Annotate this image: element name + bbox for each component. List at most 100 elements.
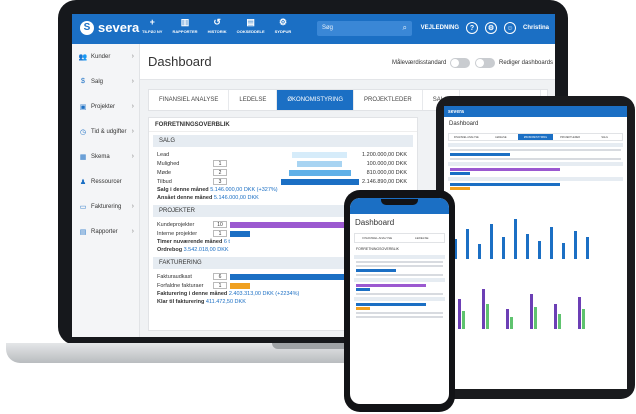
topnav-add-new[interactable]: + TILFØJ NY xyxy=(142,17,163,34)
summary-line: Ordrebog 3.542.018,00 DKK xyxy=(157,247,229,253)
severa-logo[interactable]: S severa xyxy=(80,20,139,35)
phone-row xyxy=(356,265,443,267)
topnav-history[interactable]: ↺ HISTORIK xyxy=(207,17,227,34)
funnel-bar xyxy=(297,160,342,167)
section-heading-salg: SALG xyxy=(153,135,413,147)
tab-financial-analysis[interactable]: FINANSIEL ANALYSE xyxy=(149,90,230,110)
phone-bar xyxy=(356,284,426,287)
avatar[interactable]: ☺ xyxy=(503,22,516,34)
phone-screen: Dashboard FINANSIEL ANALYSE LEDELSE FORR… xyxy=(350,198,449,404)
user-icon: ♟ xyxy=(79,178,87,186)
tablet-topbar: severa xyxy=(444,106,627,117)
table-row[interactable]: Møde 2 810.000,00 DKK xyxy=(157,169,407,176)
tablet-tab[interactable]: PROJEKTLEDER xyxy=(560,135,581,139)
phone-tab[interactable]: LEDELSE xyxy=(414,236,429,240)
chevron-right-icon: › xyxy=(131,128,134,135)
toggle-switch[interactable] xyxy=(475,58,495,68)
phone-section xyxy=(354,278,445,282)
summary-line: Ansået denne måned 5.146.000,00 DKK xyxy=(157,195,259,201)
table-row[interactable]: Lead 1.200.000,00 DKK xyxy=(157,151,407,158)
chevron-right-icon: › xyxy=(131,228,134,235)
funnel-bar xyxy=(292,151,347,158)
default-metrics-toggle[interactable]: Måleværdisstandard xyxy=(392,58,471,68)
progress-bar xyxy=(230,221,350,228)
phone-tab[interactable]: FINANSIEL ANALYSE xyxy=(362,236,393,240)
tablet-tab[interactable]: FINANSIEL ANALYSE xyxy=(453,135,479,139)
search-icon: ⌕ xyxy=(402,23,407,32)
phone-bar xyxy=(356,269,396,272)
progress-bar xyxy=(230,273,350,280)
table-row[interactable]: Interne projekter 1 xyxy=(149,229,417,238)
phone-bar xyxy=(356,307,370,310)
tablet-bar xyxy=(450,153,510,156)
tablet-tab-active[interactable]: ØKONOMISTYRING xyxy=(518,134,553,140)
clock-icon: ◷ xyxy=(79,128,87,136)
tablet-tabs: FINANSIEL ANALYSE LEDELSE ØKONOMISTYRING… xyxy=(448,133,623,141)
phone-tabs: FINANSIEL ANALYSE LEDELSE xyxy=(354,233,445,243)
chevron-right-icon: › xyxy=(131,203,134,210)
report-icon: ▤ xyxy=(79,228,87,236)
phone-row xyxy=(356,316,443,318)
summary-line: Klar til fakturering 411.472,50 DKK xyxy=(157,299,246,305)
phone-topbar xyxy=(350,198,449,214)
settings-icon[interactable]: ⚙ xyxy=(484,22,497,34)
chevron-right-icon: › xyxy=(131,153,134,160)
chart-icon: ▥ xyxy=(180,17,190,27)
sidebar-item-salg[interactable]: $ Salg › xyxy=(72,69,139,94)
sidebar-item-skema[interactable]: ▦ Skema › xyxy=(79,153,134,161)
tablet-row xyxy=(450,149,621,151)
tablet-screen: severa Dashboard FINANSIEL ANALYSE LEDEL… xyxy=(444,106,627,389)
tablet-section xyxy=(448,162,623,166)
tab-project-manager[interactable]: PROJEKTLEDER xyxy=(354,90,423,110)
plus-icon: + xyxy=(149,17,155,27)
invoice-icon: ▭ xyxy=(79,203,87,211)
funnel-bar xyxy=(280,178,359,185)
people-icon: 👥 xyxy=(78,53,88,61)
tablet-tab[interactable]: SALG xyxy=(601,135,608,139)
phone-notch xyxy=(381,199,418,205)
sidebar-item-rapporter[interactable]: ▤ Rapporter › xyxy=(79,228,134,236)
tablet-row xyxy=(450,158,621,160)
question-icon[interactable]: ? xyxy=(465,22,478,34)
phone-bar xyxy=(356,288,370,291)
topnav-timesheets[interactable]: ▤ OOKSEDDELE xyxy=(236,17,265,34)
tablet-bar xyxy=(450,183,560,186)
folder-icon: ▣ xyxy=(79,103,87,111)
table-row[interactable]: Mulighed 1 100.000,00 DKK xyxy=(157,160,407,167)
top-right-controls: VEJLEDNING ? ⚙ ☺ Christina xyxy=(421,22,549,34)
help-link[interactable]: VEJLEDNING xyxy=(420,25,459,31)
sidebar-item-tid-udgifter[interactable]: ◷ Tid & udgifter › xyxy=(79,128,134,136)
search-input[interactable]: Søg ⌕ xyxy=(317,21,412,36)
progress-bar xyxy=(230,230,250,237)
tablet-tab[interactable]: LEDELSE xyxy=(495,135,507,139)
tablet-bar xyxy=(450,168,560,171)
topnav-reports[interactable]: ▥ RAPPORTER xyxy=(172,17,198,34)
sidebar-item-fakturering[interactable]: ▭ Fakturering › xyxy=(79,203,134,211)
phone-bar xyxy=(356,303,426,306)
table-row[interactable]: Kundeprojekter 10 xyxy=(149,220,417,229)
toggle-switch[interactable] xyxy=(450,58,471,68)
tab-economy[interactable]: ØKONOMISTYRING xyxy=(277,90,355,110)
history-icon: ↺ xyxy=(213,17,221,27)
page-title: Dashboard xyxy=(148,54,212,69)
table-row[interactable]: Fakturaudkast 6 xyxy=(149,272,417,281)
tablet-bar xyxy=(450,187,470,190)
phone-row xyxy=(356,261,443,263)
logo-text: severa xyxy=(98,20,140,35)
sidebar-item-ressourcer[interactable]: ♟ Ressourcer xyxy=(79,178,122,186)
sidebar-item-kunder[interactable]: 👥 Kunder › xyxy=(78,53,134,61)
laptop-notch xyxy=(272,343,364,349)
sidebar-item-projekter[interactable]: ▣ Projekter › xyxy=(79,103,134,111)
user-name[interactable]: Christina xyxy=(522,25,549,31)
edit-dashboards-toggle[interactable]: Rediger dashboards xyxy=(475,58,553,68)
summary-line: Salg i denne måned 5.146.000,00 DKK (+32… xyxy=(157,187,278,193)
table-row[interactable]: Tilbud 3 2.146.890,00 DKK xyxy=(157,178,407,185)
table-row[interactable]: Forfaldne fakturaer 1 xyxy=(149,281,417,290)
phone-section-title: FORRETNINGSOVERBLIK xyxy=(356,247,399,251)
dollar-icon: $ xyxy=(81,78,85,85)
summary-line: Fakturering i denne måned 2.403.313,00 D… xyxy=(157,291,300,297)
phone-section xyxy=(354,297,445,301)
tab-management[interactable]: LEDELSE xyxy=(229,90,278,110)
progress-bar xyxy=(230,282,250,289)
topnav-settings[interactable]: ⚙ SYDPUR xyxy=(274,17,292,34)
